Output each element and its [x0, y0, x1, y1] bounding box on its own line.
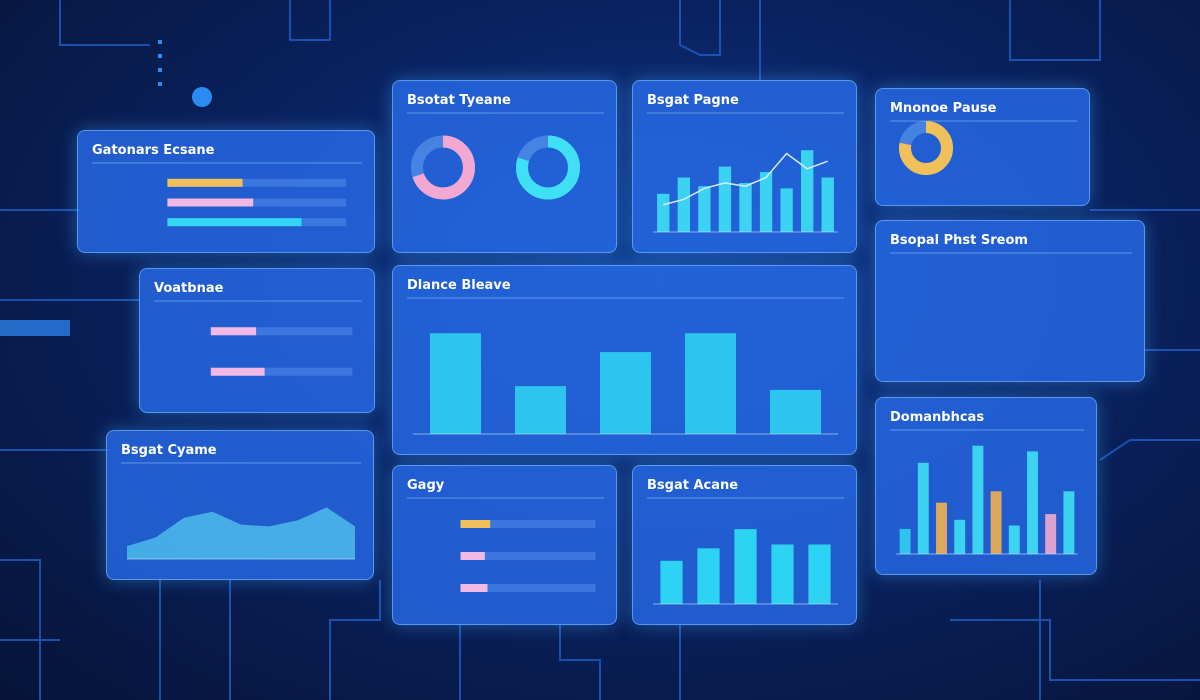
- panel-title: Bsopal Phst Sreom: [890, 233, 1028, 248]
- bar: [460, 552, 485, 560]
- panel-title: Gatonars Ecsane: [92, 143, 215, 158]
- bar: [1063, 491, 1075, 554]
- bar: [430, 333, 481, 434]
- bar: [759, 172, 773, 232]
- track: [167, 198, 347, 207]
- track: [460, 520, 596, 528]
- panel-chart: [647, 497, 844, 605]
- panel-chart: [890, 252, 1132, 254]
- bar: [771, 544, 794, 604]
- track: [460, 584, 596, 592]
- bar: [990, 491, 1002, 554]
- panel: Bsgat Acane: [632, 465, 857, 625]
- panel: Dlance Bleave: [392, 265, 857, 455]
- bar: [685, 333, 736, 434]
- panel: Bsgat Cyame: [106, 430, 374, 580]
- bar: [801, 150, 814, 232]
- bar: [698, 186, 711, 232]
- panel-title: Mnonoe Pause: [890, 101, 997, 116]
- panel-title: Bsgat Pagne: [647, 93, 739, 108]
- panel-title: Bsgat Acane: [647, 478, 739, 493]
- trend-line: [663, 152, 828, 206]
- bar: [808, 544, 831, 604]
- track: [210, 367, 353, 376]
- bar: [734, 529, 757, 604]
- panel-chart: [407, 497, 604, 592]
- ring: [411, 135, 475, 200]
- bar: [167, 218, 302, 227]
- bar: [600, 352, 651, 434]
- panel-chart: [890, 429, 1084, 555]
- bar: [210, 327, 257, 336]
- bar: [210, 367, 265, 376]
- panel-chart: [890, 120, 1077, 175]
- panel: Gatonars Ecsane: [77, 130, 375, 253]
- bar: [917, 462, 929, 554]
- panel-chart: [121, 462, 361, 560]
- bar: [460, 584, 488, 592]
- bar: [657, 193, 670, 232]
- track: [210, 327, 353, 336]
- bar: [697, 548, 720, 604]
- panel: Bsgat Pagne: [632, 80, 857, 253]
- bar: [770, 389, 821, 434]
- bar: [954, 519, 966, 554]
- bar: [1045, 514, 1057, 554]
- track: [460, 552, 596, 560]
- bar: [167, 198, 254, 207]
- panel-title: Bsgat Cyame: [121, 443, 217, 458]
- panel: Mnonoe Pause: [875, 88, 1090, 206]
- panel: Bsopal Phst Sreom: [875, 220, 1145, 382]
- panel: Voatbnae: [139, 268, 375, 413]
- area: [127, 507, 355, 559]
- bar: [167, 178, 243, 187]
- panel-chart: [92, 162, 362, 227]
- bar: [739, 182, 752, 232]
- bar: [972, 445, 984, 554]
- panel: Gagy: [392, 465, 617, 625]
- panel-title: Voatbnae: [154, 281, 224, 296]
- bar: [515, 386, 566, 434]
- bar: [660, 560, 683, 604]
- track: [167, 178, 347, 187]
- panel-title: Gagy: [407, 478, 445, 493]
- bar: [460, 520, 491, 528]
- bar: [780, 188, 793, 232]
- panel-chart: [154, 300, 362, 376]
- bar: [718, 166, 732, 232]
- bar: [1008, 525, 1020, 554]
- panel-title: Domanbhcas: [890, 410, 985, 425]
- decor-dot: [192, 87, 212, 107]
- panel-title: Dlance Bleave: [407, 278, 511, 293]
- panel: Domanbhcas: [875, 397, 1097, 575]
- panel-chart: [407, 112, 604, 200]
- panel-chart: [647, 112, 844, 233]
- panel-chart: [407, 297, 844, 435]
- bar: [899, 528, 911, 554]
- bar: [1027, 451, 1038, 554]
- bar: [821, 177, 834, 232]
- panel: Bsotat Tyeane: [392, 80, 617, 253]
- ring: [516, 135, 580, 200]
- panel-title: Bsotat Tyeane: [407, 93, 511, 108]
- bar: [677, 177, 690, 232]
- bar: [936, 502, 947, 554]
- ring: [899, 121, 953, 175]
- decor-bar: [0, 320, 70, 336]
